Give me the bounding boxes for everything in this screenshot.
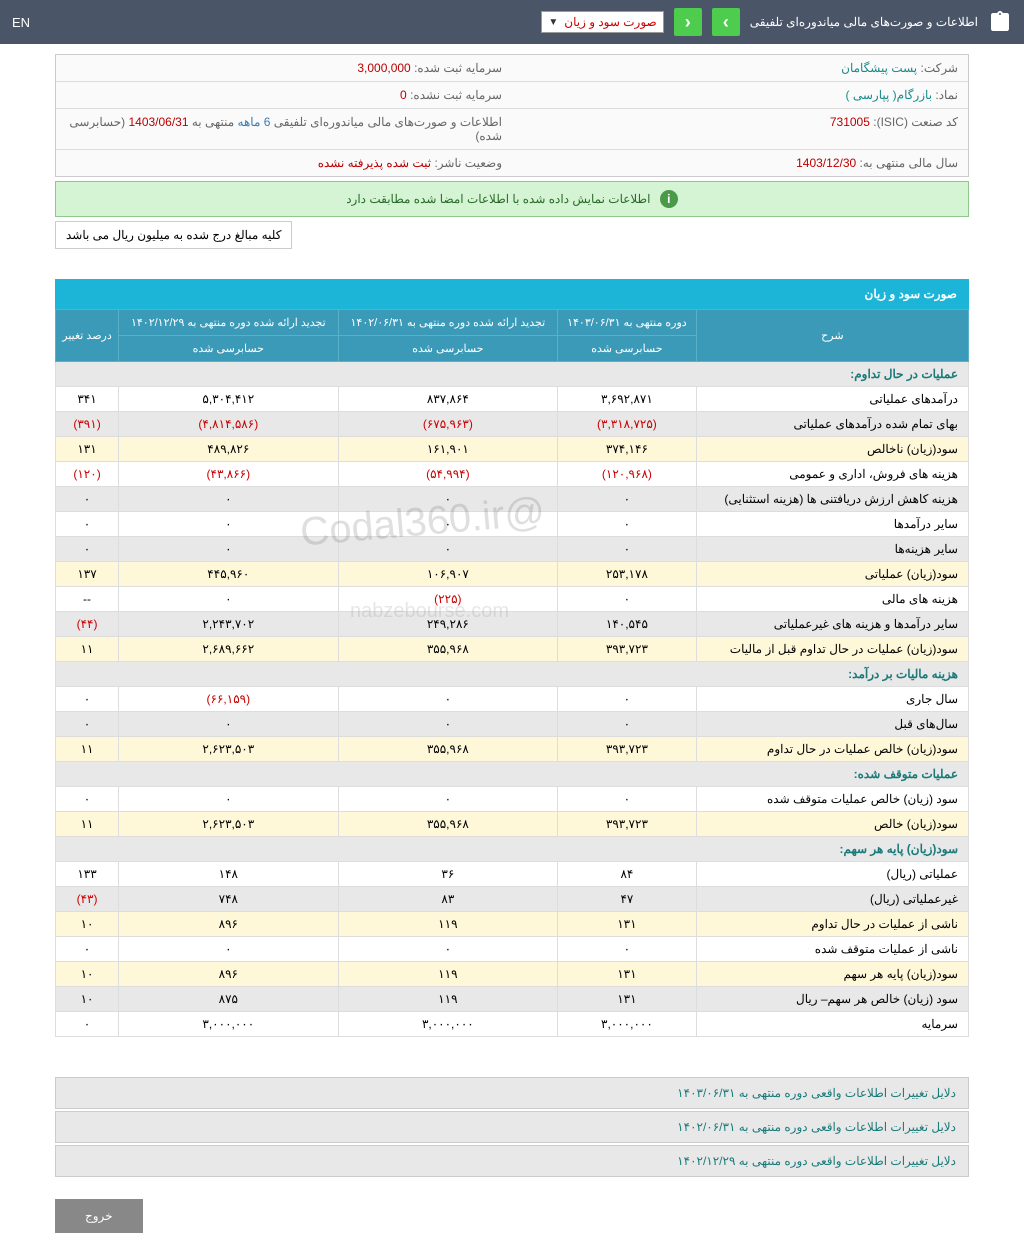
col-desc: شرح: [696, 310, 968, 362]
table-row: هزینه های مالی۰(۲۲۵)۰--: [56, 587, 969, 612]
table-row: ناشی از عملیات در حال تداوم۱۳۱۱۱۹۸۹۶۱۰: [56, 912, 969, 937]
info-box: شرکت: پست پیشگامان سرمایه ثبت شده: 3,000…: [55, 54, 969, 177]
top-bar: اطلاعات و صورت‌های مالی میاندوره‌ای تلفی…: [0, 0, 1024, 44]
table-row: سود(زیان) عملیات در حال تداوم قبل از مال…: [56, 637, 969, 662]
income-statement-table: شرح دوره منتهی به ۱۴۰۳/۰۶/۳۱ تجدید ارائه…: [55, 309, 969, 1037]
period-value: 6 ماهه: [238, 115, 271, 129]
status-value: ثبت شده پذیرفته نشده: [318, 156, 431, 170]
page-title: اطلاعات و صورت‌های مالی میاندوره‌ای تلفی…: [750, 15, 978, 29]
capital-unreg-value: 0: [400, 88, 407, 102]
exit-button[interactable]: خروج: [55, 1199, 143, 1233]
section-row: سود(زیان) پایه هر سهم:: [56, 837, 969, 862]
section-row: عملیات در حال تداوم:: [56, 362, 969, 387]
table-row: سود(زیان) خالص۳۹۳,۷۲۳۳۵۵,۹۶۸۲,۶۲۳,۵۰۳۱۱: [56, 812, 969, 837]
col-c3-top: تجدید ارائه شده دوره منتهی به ۱۴۰۲/۱۲/۲۹: [119, 310, 339, 336]
isic-label: کد صنعت (ISIC):: [873, 115, 958, 129]
col-pct: درصد تغییر: [56, 310, 119, 362]
symbol-value: بازرگام( پپارسی ): [846, 88, 933, 102]
ending-label: منتهی به: [192, 115, 234, 129]
col-c2-top: تجدید ارائه شده دوره منتهی به ۱۴۰۲/۰۶/۳۱: [338, 310, 558, 336]
fiscal-label: سال مالی منتهی به:: [860, 156, 958, 170]
table-row: سود(زیان) عملیاتی۲۵۳,۱۷۸۱۰۶,۹۰۷۴۴۵,۹۶۰۱۳…: [56, 562, 969, 587]
footer-row-2[interactable]: دلایل تغییرات اطلاعات واقعی دوره منتهی ب…: [55, 1111, 969, 1143]
table-row: سایر هزینه‌ها۰۰۰۰: [56, 537, 969, 562]
table-row: درآمدهای عملیاتی۳,۶۹۲,۸۷۱۸۳۷,۸۶۴۵,۳۰۴,۴۱…: [56, 387, 969, 412]
dropdown-label: صورت سود و زیان: [564, 15, 656, 29]
footer-rows: دلایل تغییرات اطلاعات واقعی دوره منتهی ب…: [55, 1077, 969, 1177]
fiscal-value: 1403/12/30: [796, 156, 856, 170]
table-row: هزینه های فروش، اداری و عمومی(۱۲۰,۹۶۸)(۵…: [56, 462, 969, 487]
table-row: سود (زیان) خالص هر سهم– ریال۱۳۱۱۱۹۸۷۵۱۰: [56, 987, 969, 1012]
currency-note: کلیه مبالغ درج شده به میلیون ریال می باش…: [55, 221, 292, 249]
status-label: وضعیت ناشر:: [434, 156, 502, 170]
symbol-label: نماد:: [935, 88, 958, 102]
table-row: سرمایه۳,۰۰۰,۰۰۰۳,۰۰۰,۰۰۰۳,۰۰۰,۰۰۰۰: [56, 1012, 969, 1037]
table-row: سال جاری۰۰(۶۶,۱۵۹)۰: [56, 687, 969, 712]
table-row: ناشی از عملیات متوقف شده۰۰۰۰: [56, 937, 969, 962]
table-row: سود (زیان) خالص عملیات متوقف شده۰۰۰۰: [56, 787, 969, 812]
footer-row-1[interactable]: دلایل تغییرات اطلاعات واقعی دوره منتهی ب…: [55, 1077, 969, 1109]
chevron-down-icon: ▼: [548, 17, 558, 28]
footer-row-3[interactable]: دلایل تغییرات اطلاعات واقعی دوره منتهی ب…: [55, 1145, 969, 1177]
info-icon: i: [660, 190, 678, 208]
report-type-dropdown[interactable]: صورت سود و زیان ▼: [541, 11, 663, 33]
section-row: عملیات متوقف شده:: [56, 762, 969, 787]
report-label: اطلاعات و صورت‌های مالی میاندوره‌ای تلفی…: [274, 115, 502, 129]
ending-date: 1403/06/31: [128, 115, 188, 129]
capital-reg-value: 3,000,000: [357, 61, 410, 75]
clipboard-icon: [988, 10, 1012, 34]
table-row: سود(زیان) خالص عملیات در حال تداوم۳۹۳,۷۲…: [56, 737, 969, 762]
table-row: سایر درآمدها۰۰۰۰: [56, 512, 969, 537]
nav-prev-button[interactable]: ‹: [674, 8, 702, 36]
table-row: سود(زیان) پایه هر سهم۱۳۱۱۱۹۸۹۶۱۰: [56, 962, 969, 987]
company-label: شرکت:: [920, 61, 958, 75]
nav-next-button[interactable]: ›: [712, 8, 740, 36]
col-c1-sub: حسابرسی شده: [558, 336, 697, 362]
language-button[interactable]: EN: [12, 15, 30, 30]
section-row: هزینه مالیات بر درآمد:: [56, 662, 969, 687]
table-row: سود(زیان) ناخالص۳۷۴,۱۴۶۱۶۱,۹۰۱۴۸۹,۸۲۶۱۳۱: [56, 437, 969, 462]
isic-value: 731005: [830, 115, 870, 129]
capital-reg-label: سرمایه ثبت شده:: [414, 61, 502, 75]
col-c2-sub: حسابرسی شده: [338, 336, 558, 362]
table-title: صورت سود و زیان: [55, 279, 969, 309]
table-row: غیرعملیاتی (ریال)۴۷۸۳۷۴۸(۴۳): [56, 887, 969, 912]
table-row: هزینه کاهش ارزش دریافتنی ها (هزینه استثن…: [56, 487, 969, 512]
table-row: سال‌های قبل۰۰۰۰: [56, 712, 969, 737]
alert-bar: i اطلاعات نمایش داده شده با اطلاعات امضا…: [55, 181, 969, 217]
company-value: پست پیشگامان: [841, 61, 917, 75]
table-row: بهای تمام شده درآمدهای عملیاتی(۳,۳۱۸,۷۲۵…: [56, 412, 969, 437]
table-row: سایر درآمدها و هزینه های غیرعملیاتی۱۴۰,۵…: [56, 612, 969, 637]
table-row: عملیاتی (ریال)۸۴۳۶۱۴۸۱۳۳: [56, 862, 969, 887]
capital-unreg-label: سرمایه ثبت نشده:: [410, 88, 502, 102]
col-c3-sub: حسابرسی شده: [119, 336, 339, 362]
col-c1-top: دوره منتهی به ۱۴۰۳/۰۶/۳۱: [558, 310, 697, 336]
alert-text: اطلاعات نمایش داده شده با اطلاعات امضا ش…: [346, 192, 650, 206]
